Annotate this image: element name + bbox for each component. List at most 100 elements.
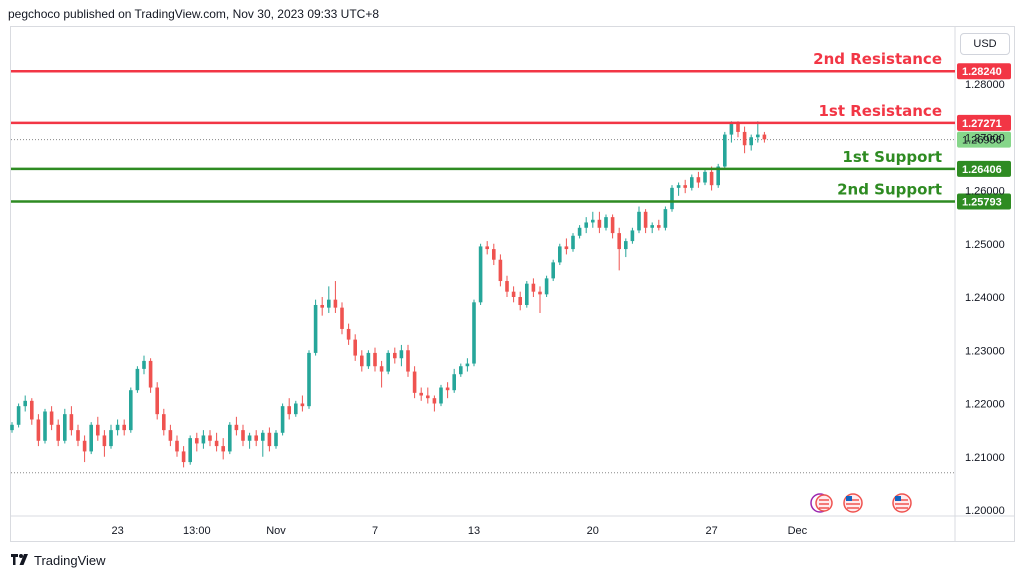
flag-us-icon[interactable] [892,493,912,513]
y-tick-label: 1.20000 [965,505,1005,517]
candle-body [201,435,206,444]
y-tick-label: 1.26000 [965,186,1005,198]
candle-body [162,414,166,431]
level-label[interactable]: 1st Resistance [818,102,942,120]
candle-body [30,400,34,420]
candle-body [294,403,298,415]
y-axis: 1.20000 1.21000 1.22000 1.23000 1.24000 1.250… [965,79,1005,517]
y-tick-label: 1.25000 [965,239,1005,251]
candle-body [459,366,463,375]
candle-body [604,217,608,228]
candle-body [175,440,179,452]
level-label[interactable]: 1st Support [842,148,942,166]
candle-body [195,438,199,444]
level-price-tag [957,114,1011,131]
candle-body [307,352,311,407]
candle-body [247,435,252,441]
candle-body [373,352,377,367]
candle-body [663,209,668,228]
candle-body [261,432,265,441]
currency-button[interactable]: USD [960,33,1010,55]
candle-body [762,134,767,140]
candle-body [129,390,133,431]
last-price-text: 1.26956 [962,135,1002,147]
x-axis: 23 13:00 Nov 7 13 20 27 Dec [111,525,807,537]
candle-body [360,355,364,367]
brand-footer[interactable]: TradingView [10,553,106,568]
candle-body [690,177,694,188]
last-price-tag [957,131,1011,148]
candle-body [709,171,714,186]
grid-layer [11,27,1014,541]
candle-body [412,371,417,393]
brand-name: TradingView [34,553,106,568]
publisher-caption: pegchoco published on TradingView.com, N… [8,7,380,21]
flag-us-icon[interactable] [810,493,833,513]
candle-body [16,406,21,425]
candle-body [742,131,747,146]
candle-body [478,246,483,303]
candle-body [287,406,291,415]
candle-body [630,230,635,242]
candle-body [571,235,575,250]
candle-body [379,366,384,372]
candle-body [670,187,674,210]
candle-body [353,339,357,356]
flag-us-icon[interactable] [843,493,863,513]
candle-body [723,134,727,167]
x-tick-label: 7 [372,525,378,537]
candle-body [597,219,602,228]
candle-body [241,430,245,441]
candle-body [63,414,67,441]
level-price-text: 1.28240 [962,66,1002,78]
candle-body [43,411,47,441]
level-label[interactable]: 2nd Support [837,181,942,199]
candle-body [432,398,437,404]
candle-body [274,432,278,447]
candle-body [10,424,14,431]
candle-body [498,259,503,282]
candle-body [214,440,219,447]
x-tick-label: 23 [111,525,123,537]
candle-body [155,387,159,415]
candle-body [531,283,536,292]
candle-body [76,430,80,441]
candle-body [657,225,661,228]
level-label[interactable]: 2nd Resistance [813,50,942,68]
candle-body [643,211,648,228]
x-tick-label: 13:00 [183,525,211,537]
event-icons [810,493,912,513]
candle-body [181,451,186,463]
candle-body [558,246,562,263]
candle-body [36,419,41,441]
candle-body [406,350,410,372]
candle-body [23,400,27,407]
candle-body [135,368,140,391]
candles-layer [10,121,767,468]
x-tick-label: Dec [788,525,808,537]
candle-body [749,137,753,146]
candle-body [393,352,397,359]
candle-body [426,395,430,399]
candle-body [696,177,701,183]
candle-body [102,435,107,447]
candle-body [577,227,582,236]
candle-body [465,363,470,367]
candle-body [69,414,74,431]
candle-body [637,211,641,231]
candle-body [168,430,173,441]
candle-body [729,123,734,135]
candle-body [280,406,285,433]
candle-body [716,166,720,186]
candle-body [234,424,239,431]
x-tick-label: 27 [705,525,717,537]
candle-body [756,134,760,138]
candle-body [584,222,588,228]
candle-body [327,299,331,308]
candle-body [115,424,120,431]
candle-body [49,411,54,425]
candle-body [221,446,225,452]
candle-body [228,424,232,452]
candle-body [320,304,324,308]
